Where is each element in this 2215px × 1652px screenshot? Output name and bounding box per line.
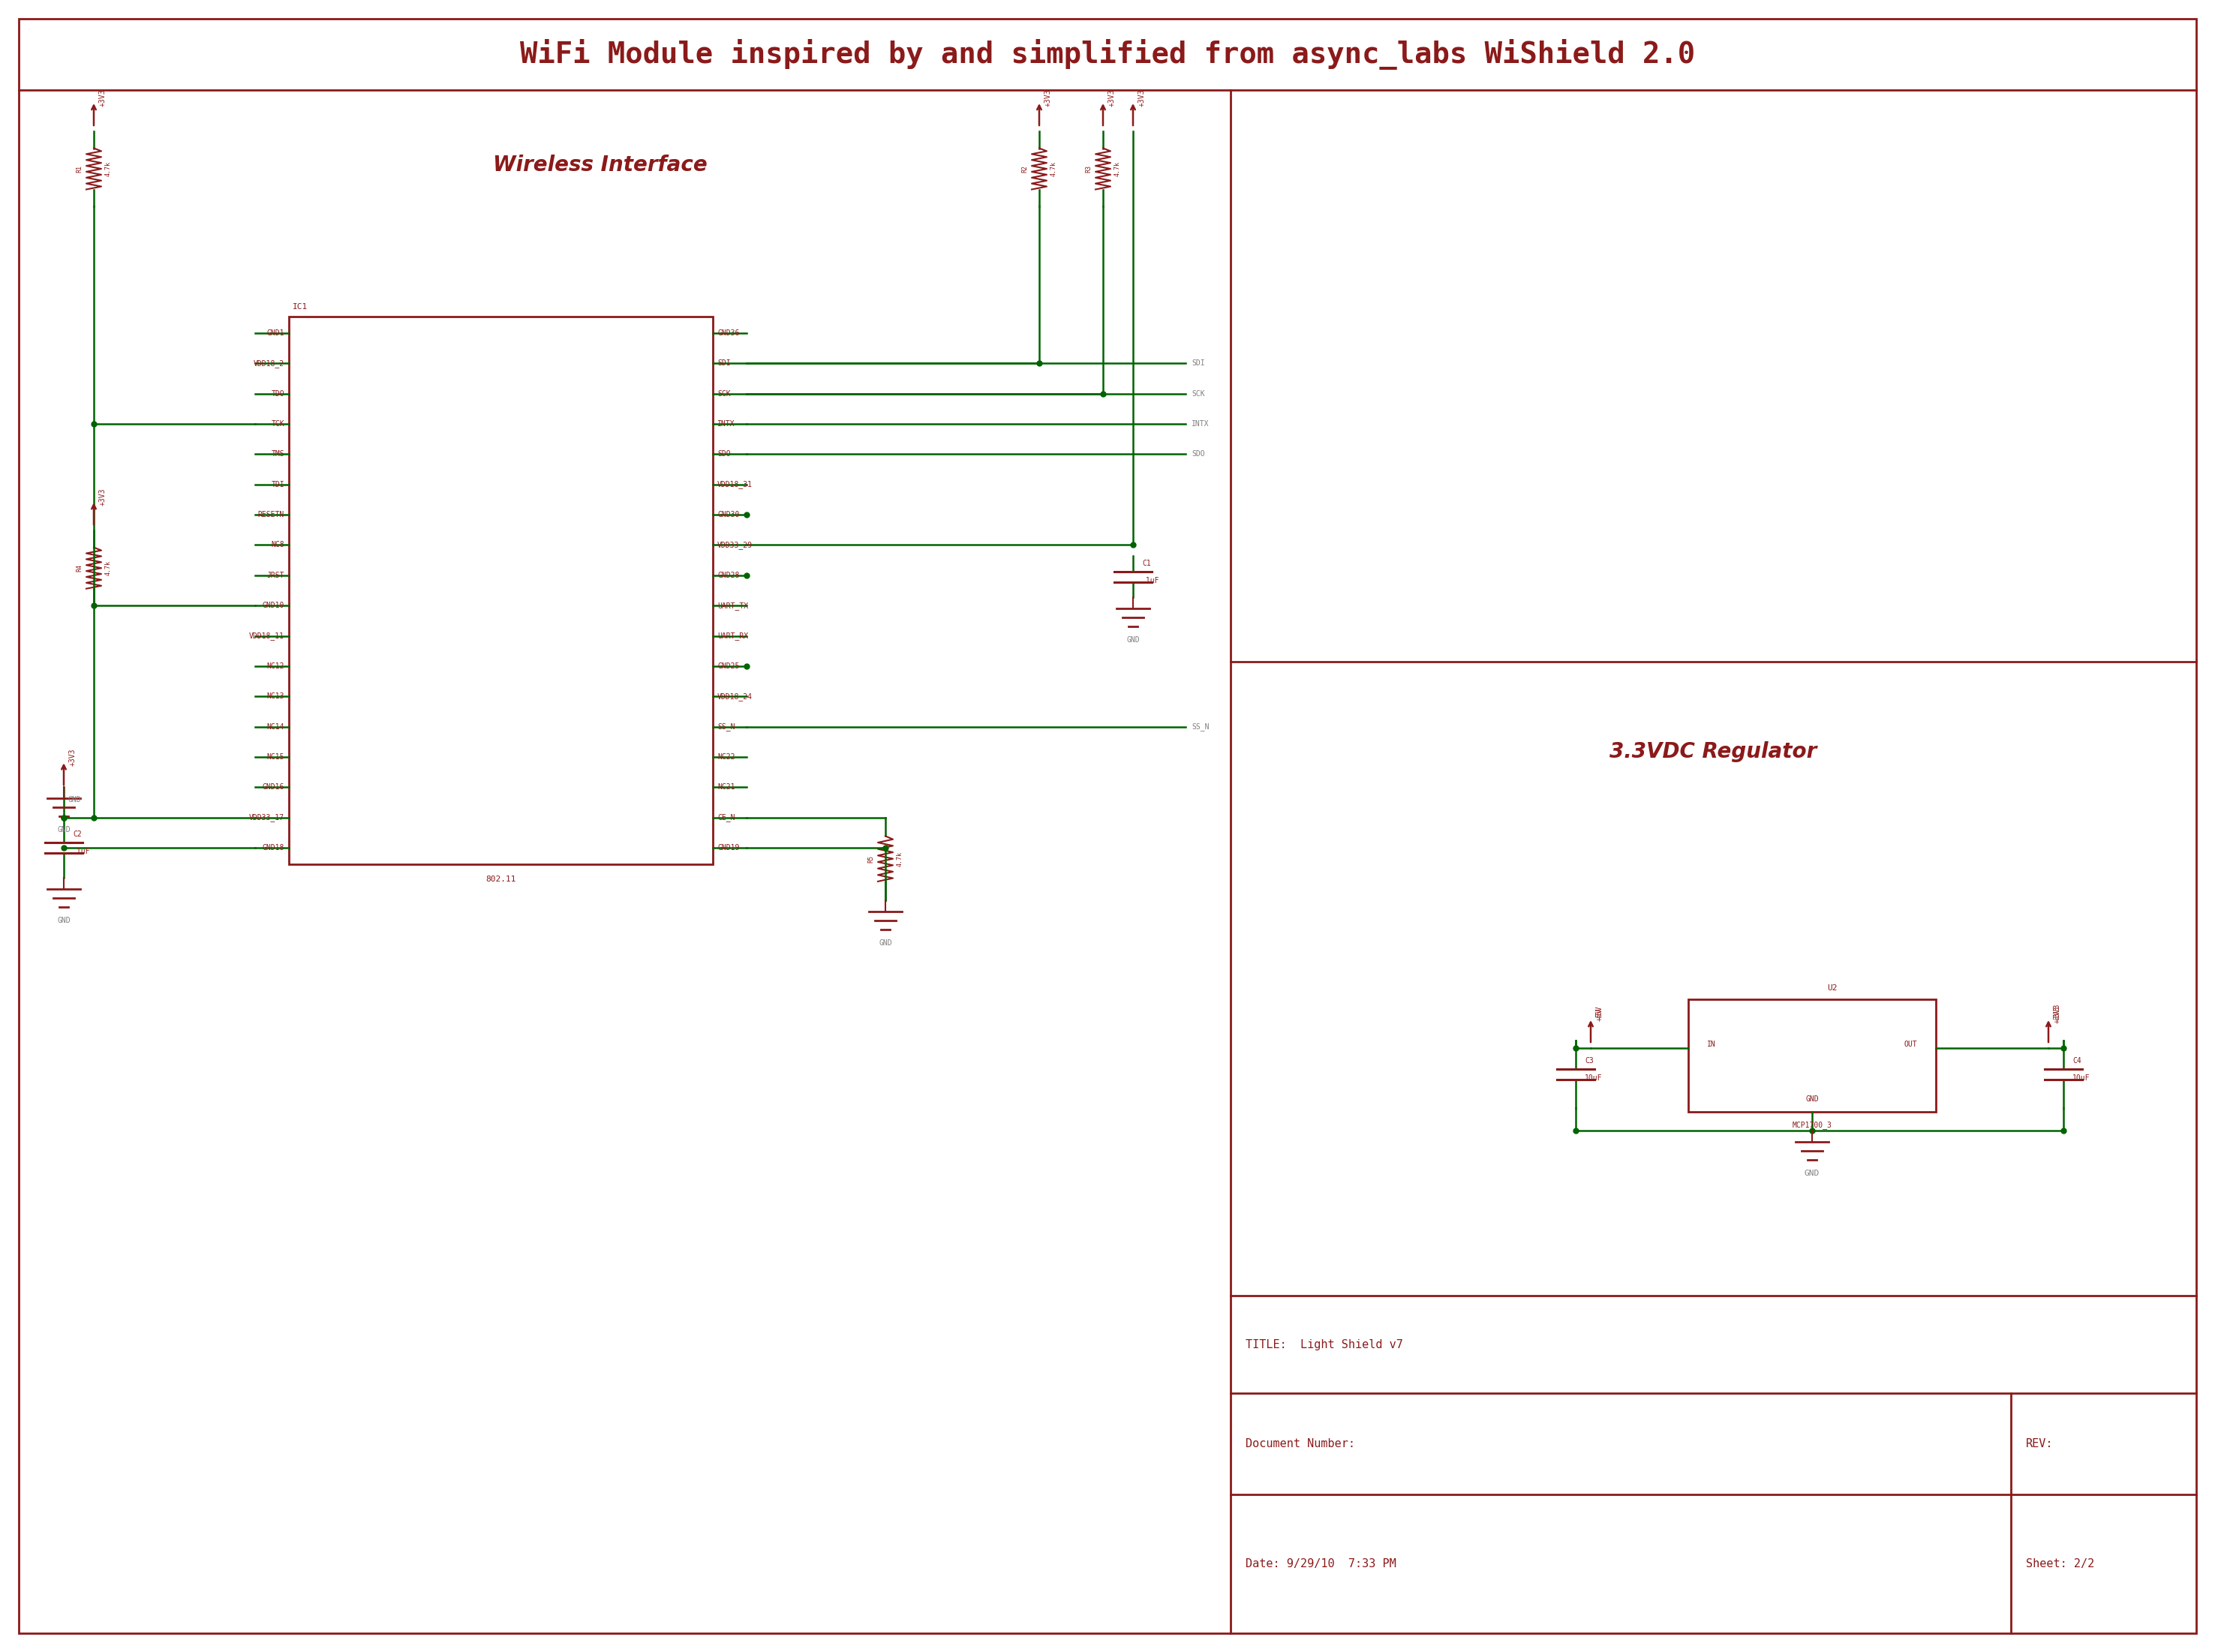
Text: GND25: GND25 — [718, 662, 740, 669]
Text: TDO: TDO — [270, 390, 284, 398]
Text: C3: C3 — [1584, 1057, 1593, 1064]
Text: IC1: IC1 — [292, 302, 308, 311]
Text: +3V3: +3V3 — [100, 487, 106, 506]
Text: CE_N: CE_N — [718, 813, 735, 821]
Text: 10uF: 10uF — [1584, 1074, 1601, 1082]
Text: VDD33_29: VDD33_29 — [718, 540, 753, 548]
Text: C2: C2 — [73, 831, 82, 838]
Text: NC14: NC14 — [266, 724, 284, 730]
Text: 4.7k: 4.7k — [1050, 162, 1057, 177]
Text: RESETN: RESETN — [257, 510, 284, 519]
Text: R5: R5 — [868, 856, 875, 862]
Text: GND28: GND28 — [718, 572, 740, 580]
Text: 802.11: 802.11 — [485, 876, 516, 884]
Text: Date: 9/29/10  7:33 PM: Date: 9/29/10 7:33 PM — [1245, 1558, 1395, 1569]
Text: VDD18_11: VDD18_11 — [248, 631, 284, 639]
Text: +3V3: +3V3 — [1108, 89, 1116, 106]
Text: GND30: GND30 — [718, 510, 740, 519]
Text: GND: GND — [66, 796, 80, 805]
Text: +3V3: +3V3 — [1045, 89, 1052, 106]
Text: R2: R2 — [1021, 165, 1028, 172]
Text: GND19: GND19 — [718, 844, 740, 851]
Text: SCK: SCK — [718, 390, 731, 398]
Text: SS_N: SS_N — [718, 722, 735, 730]
Text: GND: GND — [879, 938, 893, 947]
Text: SS_N: SS_N — [1192, 722, 1209, 730]
Text: GND18: GND18 — [261, 844, 284, 851]
Text: UART_RX: UART_RX — [718, 631, 749, 639]
Text: R3: R3 — [1085, 165, 1092, 172]
Text: NC13: NC13 — [266, 692, 284, 700]
Text: GND1: GND1 — [266, 329, 284, 337]
Text: SDO: SDO — [718, 451, 731, 458]
Text: U2: U2 — [1827, 985, 1836, 991]
Text: .1uF: .1uF — [1143, 577, 1161, 585]
Text: TCK: TCK — [270, 420, 284, 428]
Bar — [1688, 999, 1936, 1112]
Text: R1: R1 — [75, 165, 82, 172]
Text: GND: GND — [1805, 1095, 1819, 1104]
Text: +5V: +5V — [1597, 1006, 1604, 1019]
Text: UART_TX: UART_TX — [718, 601, 749, 610]
Text: C1: C1 — [1143, 560, 1152, 567]
Text: Wireless Interface: Wireless Interface — [494, 155, 707, 175]
Text: +5V: +5V — [1597, 1008, 1604, 1021]
Text: NC15: NC15 — [266, 753, 284, 760]
Text: MCP1700_3: MCP1700_3 — [1792, 1120, 1832, 1128]
Text: 4.7k: 4.7k — [104, 560, 111, 575]
Text: WiFi Module inspired by and simplified from async_labs WiShield 2.0: WiFi Module inspired by and simplified f… — [521, 40, 1694, 69]
Text: +3V3: +3V3 — [2053, 1003, 2062, 1021]
Text: GND36: GND36 — [718, 329, 740, 337]
Text: Sheet: 2/2: Sheet: 2/2 — [2027, 1558, 2095, 1569]
Bar — [288, 317, 713, 864]
Text: TDI: TDI — [270, 481, 284, 489]
Text: 4.7k: 4.7k — [897, 851, 904, 866]
Text: 4.7k: 4.7k — [1114, 162, 1121, 177]
Text: VDD18_31: VDD18_31 — [718, 481, 753, 489]
Text: SCK: SCK — [1192, 390, 1205, 398]
Text: +3V3: +3V3 — [100, 89, 106, 106]
Text: TMS: TMS — [270, 451, 284, 458]
Text: TITLE:  Light Shield v7: TITLE: Light Shield v7 — [1245, 1338, 1402, 1350]
Text: GND10: GND10 — [261, 601, 284, 610]
Text: GND: GND — [1127, 636, 1141, 644]
Text: +3V3: +3V3 — [69, 748, 78, 767]
Text: +3V3: +3V3 — [1139, 89, 1145, 106]
Text: Document Number:: Document Number: — [1245, 1439, 1356, 1449]
Text: IN: IN — [1708, 1041, 1717, 1047]
Text: GND: GND — [58, 917, 71, 923]
Text: VDD18_24: VDD18_24 — [718, 692, 753, 700]
Text: R4: R4 — [75, 565, 82, 572]
Text: SDI: SDI — [718, 360, 731, 367]
Text: NC22: NC22 — [718, 753, 735, 760]
Text: 3.3VDC Regulator: 3.3VDC Regulator — [1610, 742, 1816, 762]
Text: GND: GND — [1805, 1170, 1821, 1178]
Text: 10uF: 10uF — [2073, 1074, 2091, 1082]
Text: NC12: NC12 — [266, 662, 284, 669]
Text: GND16: GND16 — [261, 783, 284, 791]
Text: INTX: INTX — [718, 420, 735, 428]
Text: VDD33_17: VDD33_17 — [248, 813, 284, 821]
Text: SDO: SDO — [1192, 451, 1205, 458]
Text: C4: C4 — [2073, 1057, 2082, 1064]
Text: 4.7k: 4.7k — [104, 162, 111, 177]
Text: +3V3: +3V3 — [2053, 1006, 2062, 1023]
Text: VDD18_2: VDD18_2 — [253, 358, 284, 367]
Text: SDI: SDI — [1192, 360, 1205, 367]
Text: NC8: NC8 — [270, 542, 284, 548]
Text: .1uF: .1uF — [73, 847, 91, 856]
Text: OUT: OUT — [1905, 1041, 1918, 1047]
Text: REV:: REV: — [2027, 1439, 2053, 1449]
Text: JRST: JRST — [266, 572, 284, 580]
Text: GND: GND — [58, 826, 71, 834]
Text: INTX: INTX — [1192, 420, 1209, 428]
Text: NC21: NC21 — [718, 783, 735, 791]
